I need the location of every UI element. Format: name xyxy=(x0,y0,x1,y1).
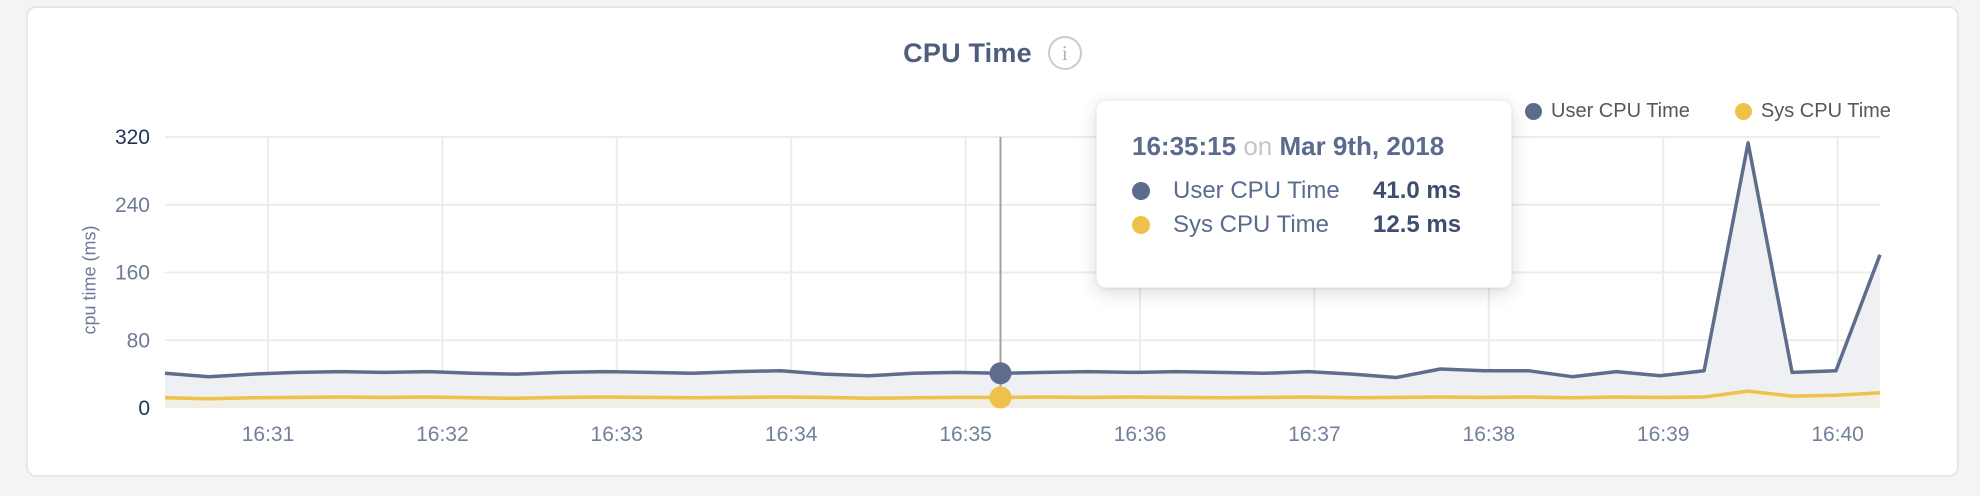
legend-item-user-cpu-time[interactable]: User CPU Time xyxy=(1525,100,1690,123)
x-tick-label: 16:39 xyxy=(1637,423,1690,446)
tooltip-value-sys: 12.5 ms xyxy=(1373,211,1462,238)
Sys CPU Time-selected-marker[interactable] xyxy=(989,386,1012,409)
tooltip-time: 16:35:15 xyxy=(1132,131,1237,161)
tooltip-date: Mar 9th, 2018 xyxy=(1279,131,1445,161)
legend-dot-user xyxy=(1525,103,1542,120)
legend-label-user: User CPU Time xyxy=(1551,100,1690,122)
tooltip-connector: on xyxy=(1243,131,1273,161)
x-tick-label: 16:33 xyxy=(591,423,644,446)
legend-item-sys-cpu-time[interactable]: Sys CPU Time xyxy=(1734,100,1891,123)
legend-label-sys: Sys CPU Time xyxy=(1760,100,1891,122)
x-tick-label: 16:36 xyxy=(1114,423,1167,446)
legend: User CPU Time Sys CPU Time xyxy=(1525,100,1891,123)
hover-tooltip: 16:35:15 on Mar 9th, 2018 User CPU Time … xyxy=(1096,100,1512,288)
y-tick-label: 0 xyxy=(138,397,150,420)
legend-dot-sys xyxy=(1734,103,1752,120)
tooltip-label-user: User CPU Time xyxy=(1173,177,1340,204)
tooltip-title: 16:35:15 on Mar 9th, 2018 xyxy=(1132,131,1511,161)
User CPU Time-area xyxy=(165,142,1880,408)
Sys CPU Time-line xyxy=(164,389,1881,401)
info-icon[interactable]: i xyxy=(1047,36,1082,70)
Sys CPU Time-area xyxy=(165,391,1880,408)
chart-header: CPU Time i xyxy=(28,36,1957,70)
User CPU Time-selected-marker[interactable] xyxy=(989,362,1012,385)
User CPU Time-line xyxy=(164,141,1882,380)
y-tick-label: 80 xyxy=(127,329,150,352)
y-tick-label: 240 xyxy=(115,194,150,217)
x-tick-label: 16:31 xyxy=(242,423,295,446)
x-tick-label: 16:40 xyxy=(1811,423,1864,446)
x-tick-label: 16:34 xyxy=(765,423,818,446)
x-tick-label: 16:38 xyxy=(1463,423,1516,446)
chart-title: CPU Time xyxy=(903,37,1032,68)
tooltip-label-sys: Sys CPU Time xyxy=(1173,211,1330,238)
tooltip-row-sys: Sys CPU Time 12.5 ms xyxy=(1132,208,1511,242)
y-tick-label: 160 xyxy=(115,262,150,285)
x-tick-label: 16:35 xyxy=(939,423,992,446)
tooltip-value-user: 41.0 ms xyxy=(1373,177,1462,204)
tooltip-row-user: User CPU Time 41.0 ms xyxy=(1132,174,1511,208)
tooltip-dot-user xyxy=(1132,182,1150,200)
x-tick-label: 16:32 xyxy=(416,423,469,446)
x-tick-label: 16:37 xyxy=(1288,423,1341,446)
tooltip-dot-sys xyxy=(1132,216,1150,234)
y-tick-label: 320 xyxy=(115,126,150,149)
